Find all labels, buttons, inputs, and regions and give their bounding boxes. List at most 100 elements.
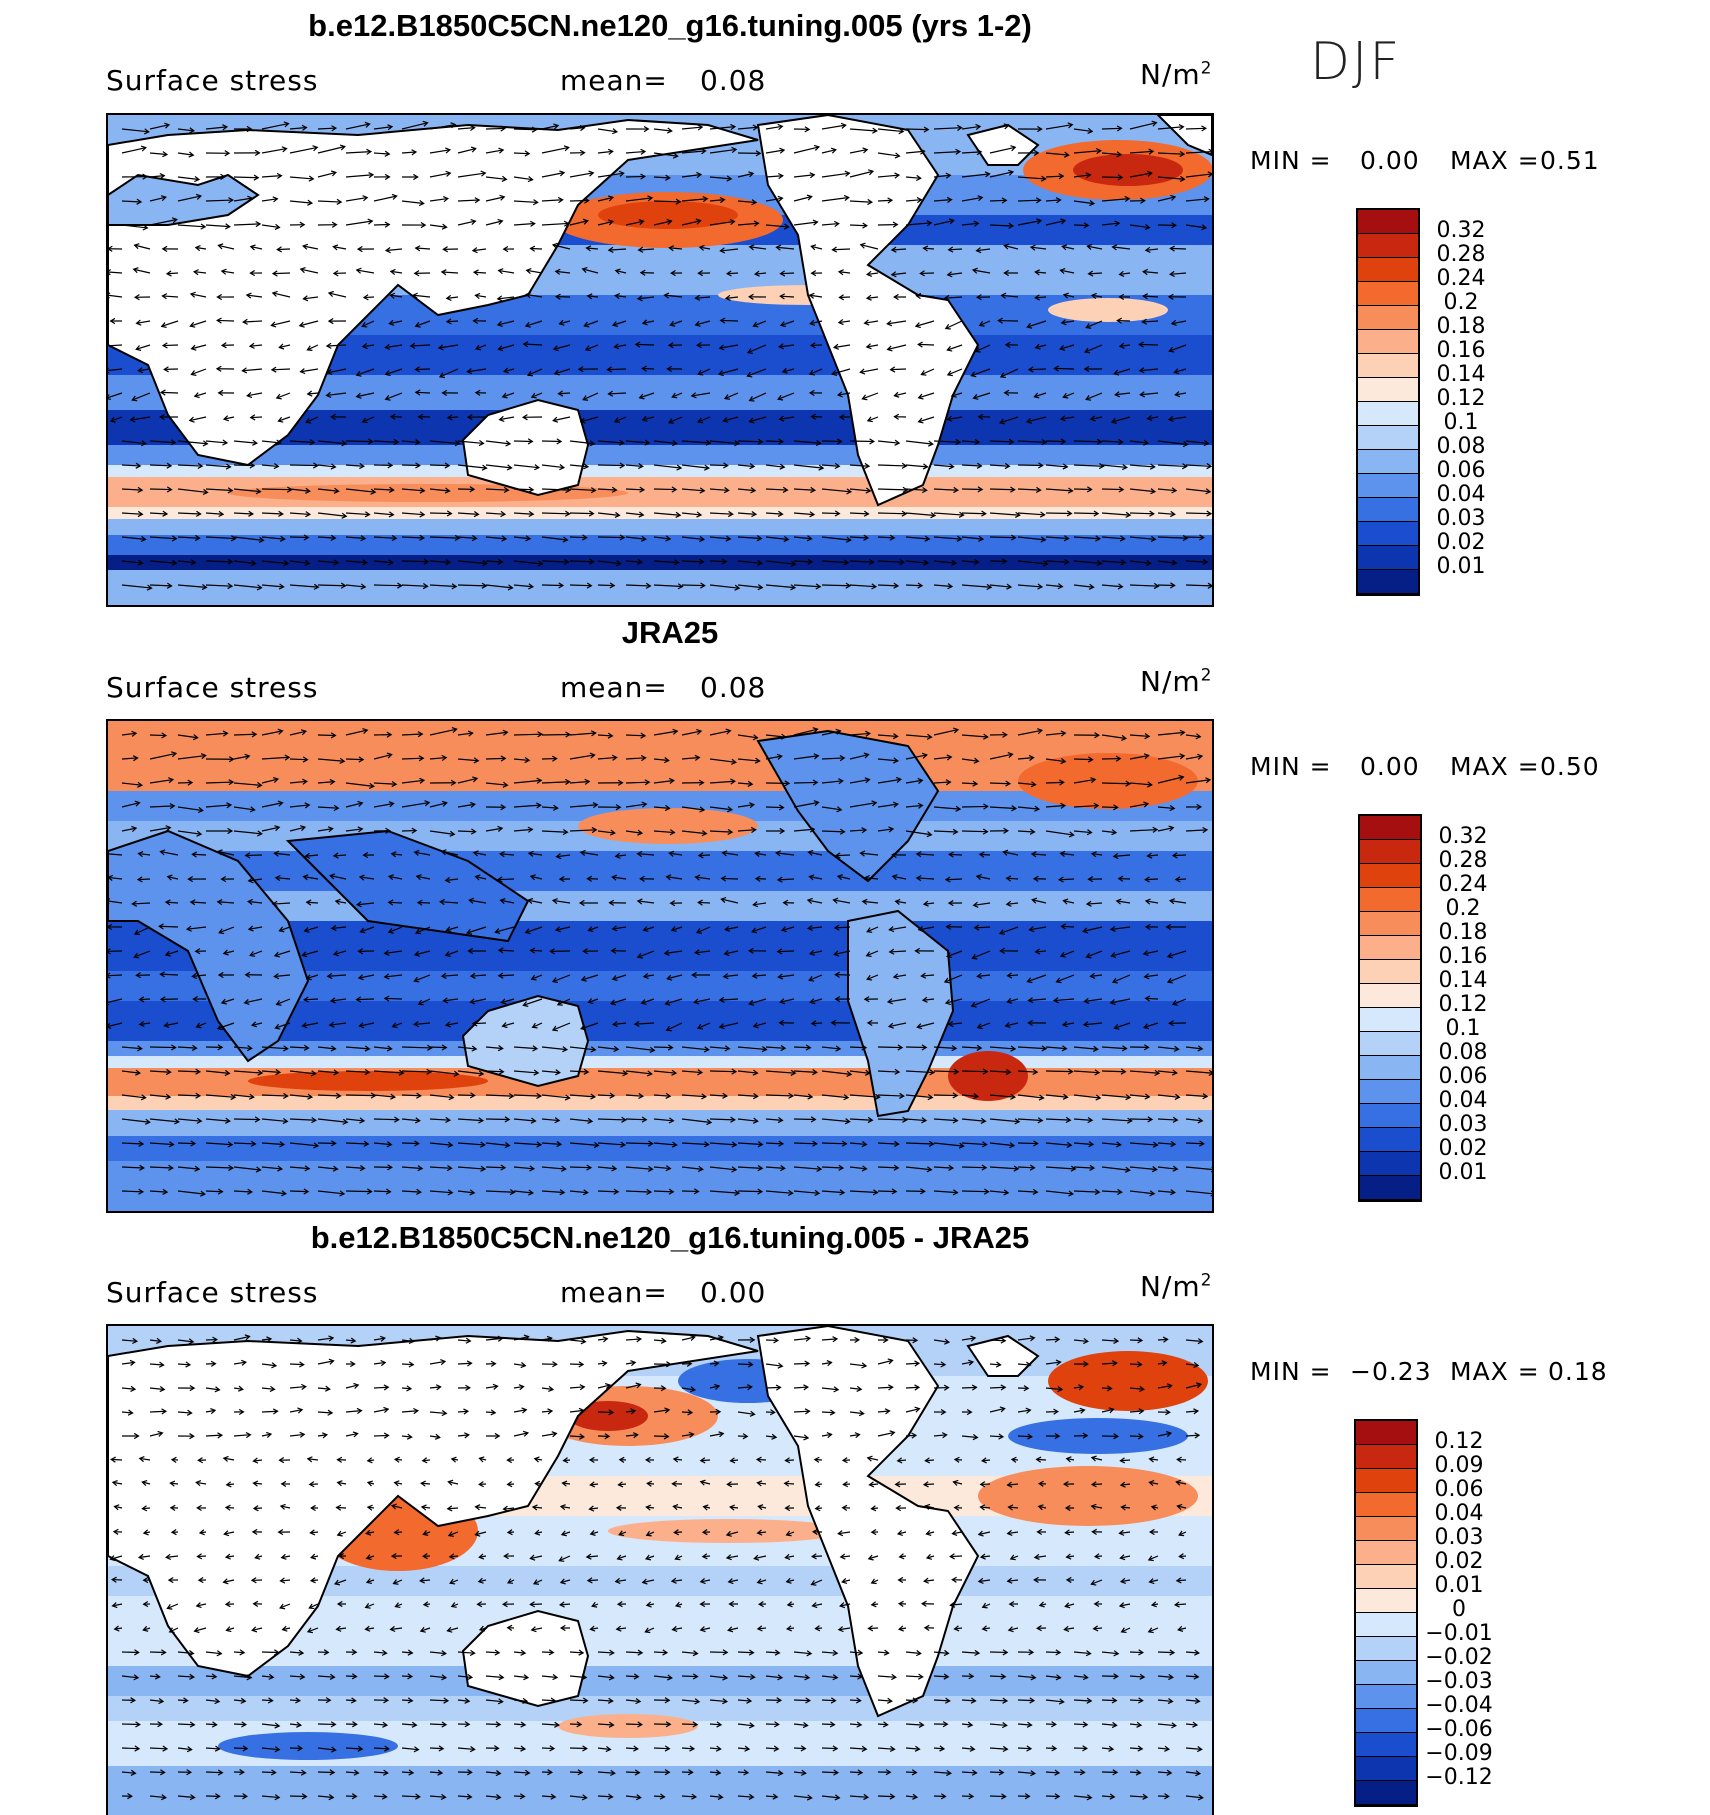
colorbar-tick-label: 0.06 xyxy=(1436,458,1486,483)
colorbar-swatch xyxy=(1360,1056,1420,1080)
colorbar-swatch xyxy=(1358,546,1418,570)
panel-2-title: JRA25 xyxy=(621,615,719,650)
colorbar-tick-label: −0.02 xyxy=(1425,1645,1493,1670)
colorbar-swatch xyxy=(1360,1032,1420,1056)
panel-1-min-label: MIN = xyxy=(1250,146,1332,175)
panel-1-min-value: 0.00 xyxy=(1360,146,1420,175)
panel-2-mean-label: mean= xyxy=(560,671,668,704)
panel-3-colorbar xyxy=(1354,1419,1418,1807)
panel-2-units: N/m2 xyxy=(1140,665,1213,698)
colorbar-tick-label: 0.09 xyxy=(1434,1453,1484,1478)
colorbar-swatch xyxy=(1358,234,1418,258)
panel-2-mean-value: 0.08 xyxy=(700,671,767,704)
colorbar-swatch xyxy=(1358,450,1418,474)
colorbar-swatch xyxy=(1358,402,1418,426)
panel-1-mean-label: mean= xyxy=(560,64,668,97)
colorbar-tick-label: 0.03 xyxy=(1436,506,1486,531)
colorbar-swatch xyxy=(1356,1517,1416,1541)
panel-3-min-value: −0.23 xyxy=(1350,1357,1432,1386)
panel-1-title: b.e12.B1850C5CN.ne120_g16.tuning.005 (yr… xyxy=(308,8,1032,43)
colorbar-swatch xyxy=(1358,282,1418,306)
colorbar-tick-label: 0.12 xyxy=(1434,1429,1484,1454)
colorbar-swatch xyxy=(1356,1541,1416,1565)
panel-3-mean-value: 0.00 xyxy=(700,1276,767,1309)
colorbar-swatch xyxy=(1360,960,1420,984)
colorbar-swatch xyxy=(1358,570,1418,594)
colorbar-swatch xyxy=(1356,1709,1416,1733)
panel-3-units: N/m2 xyxy=(1140,1270,1213,1303)
colorbar-tick-label: 0.06 xyxy=(1434,1477,1484,1502)
colorbar-swatch xyxy=(1356,1445,1416,1469)
colorbar-swatch xyxy=(1360,936,1420,960)
colorbar-swatch xyxy=(1356,1637,1416,1661)
panel-1-mean-value: 0.08 xyxy=(700,64,767,97)
panel-1-max-label: MAX = xyxy=(1450,146,1540,175)
colorbar-tick-label: 0.18 xyxy=(1436,314,1486,339)
colorbar-swatch xyxy=(1356,1589,1416,1613)
panel-3-mean-label: mean= xyxy=(560,1276,668,1309)
panel-2-min-label: MIN = xyxy=(1250,752,1332,781)
panel-3-title: b.e12.B1850C5CN.ne120_g16.tuning.005 - J… xyxy=(310,1220,1030,1255)
colorbar-tick-label: 0.16 xyxy=(1438,944,1488,969)
panel-2-variable: Surface stress xyxy=(106,671,319,704)
colorbar-swatch xyxy=(1358,354,1418,378)
colorbar-swatch xyxy=(1360,1152,1420,1176)
colorbar-tick-label: 0.03 xyxy=(1438,1112,1488,1137)
colorbar-swatch xyxy=(1358,306,1418,330)
colorbar-tick-label: −0.12 xyxy=(1425,1765,1493,1790)
colorbar-tick-label: −0.09 xyxy=(1425,1741,1493,1766)
colorbar-tick-label: −0.03 xyxy=(1425,1669,1493,1694)
colorbar-swatch xyxy=(1360,888,1420,912)
colorbar-swatch xyxy=(1356,1421,1416,1445)
colorbar-swatch xyxy=(1358,210,1418,234)
colorbar-swatch xyxy=(1360,1104,1420,1128)
colorbar-tick-label: 0.12 xyxy=(1436,386,1486,411)
colorbar-tick-label: −0.01 xyxy=(1425,1621,1493,1646)
colorbar-tick-label: 0.16 xyxy=(1436,338,1486,363)
colorbar-tick-label: 0.06 xyxy=(1438,1064,1488,1089)
panel-2-min-value: 0.00 xyxy=(1360,752,1420,781)
panel-3-variable: Surface stress xyxy=(106,1276,319,1309)
panel-2-colorbar xyxy=(1358,814,1422,1202)
colorbar-tick-label: 0.01 xyxy=(1434,1573,1484,1598)
panel-1-colorbar xyxy=(1356,208,1420,596)
season-label: DJF xyxy=(1310,32,1402,92)
panel-3-min-label: MIN = xyxy=(1250,1357,1332,1386)
panel-1-units: N/m2 xyxy=(1140,58,1213,91)
colorbar-swatch xyxy=(1356,1733,1416,1757)
colorbar-tick-label: 0.28 xyxy=(1438,848,1488,873)
colorbar-swatch xyxy=(1358,330,1418,354)
colorbar-tick-label: 0.1 xyxy=(1445,1016,1481,1041)
colorbar-swatch xyxy=(1356,1781,1416,1805)
panel-3-max-value: 0.18 xyxy=(1548,1357,1608,1386)
colorbar-tick-label: 0.1 xyxy=(1443,410,1479,435)
colorbar-tick-label: 0.01 xyxy=(1436,554,1486,579)
colorbar-swatch xyxy=(1358,498,1418,522)
panel-1-map xyxy=(106,113,1214,607)
colorbar-tick-label: 0.12 xyxy=(1438,992,1488,1017)
colorbar-swatch xyxy=(1358,522,1418,546)
colorbar-swatch xyxy=(1360,864,1420,888)
colorbar-swatch xyxy=(1360,912,1420,936)
colorbar-tick-label: −0.04 xyxy=(1425,1693,1493,1718)
colorbar-swatch xyxy=(1356,1757,1416,1781)
colorbar-tick-label: 0.03 xyxy=(1434,1525,1484,1550)
panel-2-max-value: 0.50 xyxy=(1540,752,1600,781)
colorbar-swatch xyxy=(1360,984,1420,1008)
colorbar-tick-label: 0.32 xyxy=(1438,824,1488,849)
panel-2-map xyxy=(106,719,1214,1213)
colorbar-swatch xyxy=(1360,840,1420,864)
colorbar-swatch xyxy=(1356,1565,1416,1589)
panel-3-map xyxy=(106,1324,1214,1815)
colorbar-swatch xyxy=(1360,1008,1420,1032)
colorbar-swatch xyxy=(1356,1685,1416,1709)
colorbar-tick-label: 0.08 xyxy=(1438,1040,1488,1065)
colorbar-tick-label: 0.04 xyxy=(1436,482,1486,507)
colorbar-tick-label: 0.18 xyxy=(1438,920,1488,945)
colorbar-swatch xyxy=(1358,426,1418,450)
colorbar-tick-label: 0.2 xyxy=(1443,290,1479,315)
colorbar-tick-label: 0.14 xyxy=(1438,968,1488,993)
colorbar-swatch xyxy=(1358,378,1418,402)
colorbar-swatch xyxy=(1356,1469,1416,1493)
